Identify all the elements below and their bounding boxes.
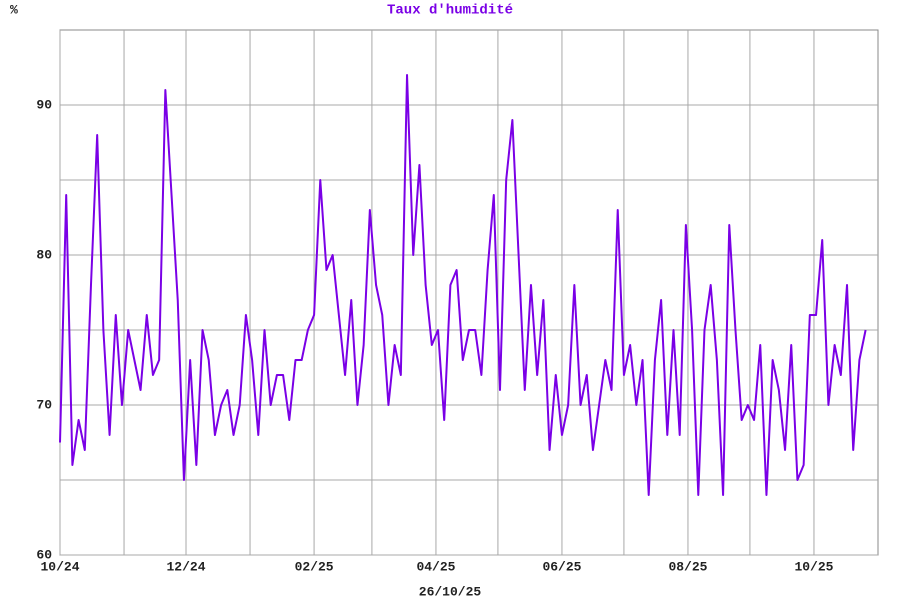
y-tick-label: 60 [36,547,52,562]
x-tick-label: 08/25 [668,559,707,574]
x-tick-label: 12/24 [166,559,205,574]
x-tick-label: 04/25 [416,559,455,574]
x-tick-label: 06/25 [542,559,581,574]
y-tick-label: 90 [36,97,52,112]
plot-frame [59,29,879,556]
x-tick-label: 10/24 [40,559,79,574]
y-tick-label: 80 [36,247,52,262]
data-line [59,74,867,496]
x-tick-label: 02/25 [295,559,334,574]
y-tick-label: 70 [36,397,52,412]
x-label: 26/10/25 [419,584,482,599]
x-tick-label: 10/25 [794,559,833,574]
chart-title: Taux d'humidité [387,3,513,19]
y-unit: % [10,2,18,17]
